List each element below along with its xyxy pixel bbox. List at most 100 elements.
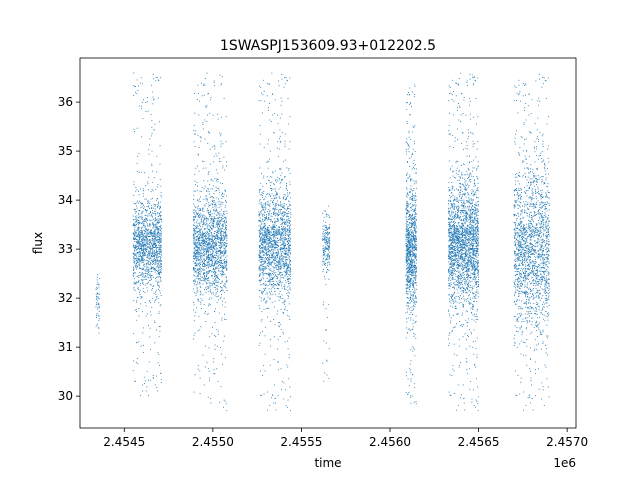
scatter-point — [262, 214, 263, 216]
scatter-point — [265, 235, 267, 237]
scatter-point — [96, 323, 98, 325]
scatter-point — [142, 242, 144, 244]
scatter-point — [225, 287, 227, 289]
scatter-point — [224, 221, 226, 223]
scatter-point — [218, 213, 220, 215]
scatter-point — [265, 196, 267, 198]
scatter-point — [149, 247, 151, 249]
scatter-point — [323, 264, 325, 265]
scatter-point — [218, 203, 220, 205]
scatter-point — [326, 374, 328, 376]
scatter-point — [214, 242, 216, 243]
scatter-point — [152, 222, 154, 223]
scatter-point — [156, 263, 158, 265]
scatter-point — [152, 96, 154, 98]
scatter-point — [133, 246, 135, 248]
scatter-point — [272, 172, 274, 174]
scatter-point — [160, 241, 162, 243]
scatter-point — [266, 194, 268, 196]
scatter-point — [263, 206, 265, 208]
scatter-point — [273, 260, 275, 262]
scatter-point — [202, 294, 204, 296]
scatter-point — [202, 266, 204, 267]
scatter-point — [280, 218, 282, 220]
scatter-point — [222, 224, 224, 226]
scatter-point — [278, 261, 280, 263]
scatter-point — [220, 232, 222, 233]
scatter-point — [216, 275, 218, 276]
scatter-point — [133, 232, 135, 234]
scatter-point — [196, 190, 198, 192]
scatter-point — [269, 203, 271, 205]
scatter-point — [207, 259, 209, 261]
scatter-point — [226, 213, 228, 214]
scatter-point — [148, 300, 150, 302]
scatter-point — [160, 254, 162, 256]
scatter-point — [195, 258, 197, 260]
scatter-point — [272, 201, 274, 203]
scatter-point — [269, 263, 271, 265]
scatter-point — [260, 251, 262, 253]
scatter-point — [328, 226, 330, 228]
scatter-point — [265, 232, 267, 234]
scatter-point — [263, 203, 265, 205]
scatter-point — [285, 282, 287, 283]
scatter-point — [154, 242, 156, 244]
scatter-point — [288, 228, 290, 229]
scatter-point — [134, 224, 136, 226]
scatter-point — [142, 246, 144, 247]
scatter-point — [208, 242, 210, 244]
scatter-point — [154, 247, 156, 249]
scatter-point — [145, 249, 147, 251]
scatter-point — [274, 227, 276, 229]
scatter-point — [281, 205, 283, 207]
scatter-point — [225, 230, 227, 232]
scatter-point — [153, 98, 155, 100]
scatter-point — [138, 244, 140, 246]
scatter-point — [285, 237, 287, 239]
scatter-point — [216, 221, 218, 223]
scatter-point — [222, 183, 224, 184]
scatter-point — [271, 190, 272, 192]
scatter-point — [160, 249, 162, 251]
scatter-point — [199, 198, 200, 200]
scatter-point — [284, 223, 286, 225]
scatter-point — [223, 213, 225, 215]
scatter-point — [259, 270, 261, 272]
scatter-point — [160, 229, 162, 231]
scatter-point — [271, 248, 272, 250]
scatter-point — [221, 263, 223, 264]
scatter-point — [222, 251, 224, 253]
scatter-point — [149, 268, 151, 270]
scatter-point — [207, 208, 209, 210]
scatter-point — [133, 267, 135, 269]
scatter-point — [271, 234, 273, 236]
scatter-point — [149, 225, 151, 227]
scatter-point — [152, 227, 154, 229]
scatter-point — [193, 275, 195, 277]
scatter-point — [157, 288, 159, 290]
scatter-point — [192, 216, 194, 218]
scatter-point — [197, 253, 199, 255]
scatter-point — [204, 265, 206, 267]
scatter-point — [139, 266, 141, 268]
scatter-point — [160, 227, 162, 229]
scatter-point — [159, 214, 161, 216]
scatter-point — [273, 212, 275, 214]
scatter-point — [194, 279, 196, 281]
scatter-point — [259, 332, 261, 334]
scatter-point — [271, 193, 273, 195]
scatter-point — [157, 241, 159, 243]
scatter-point — [325, 258, 327, 259]
scatter-point — [151, 236, 153, 238]
scatter-point — [274, 263, 275, 265]
scatter-point — [265, 233, 267, 235]
scatter-point — [151, 243, 153, 245]
scatter-point — [197, 185, 199, 187]
scatter-point — [269, 233, 271, 235]
scatter-point — [204, 255, 205, 257]
scatter-point — [288, 234, 290, 236]
scatter-point — [136, 127, 138, 129]
scatter-point — [275, 197, 277, 198]
scatter-point — [147, 183, 149, 185]
